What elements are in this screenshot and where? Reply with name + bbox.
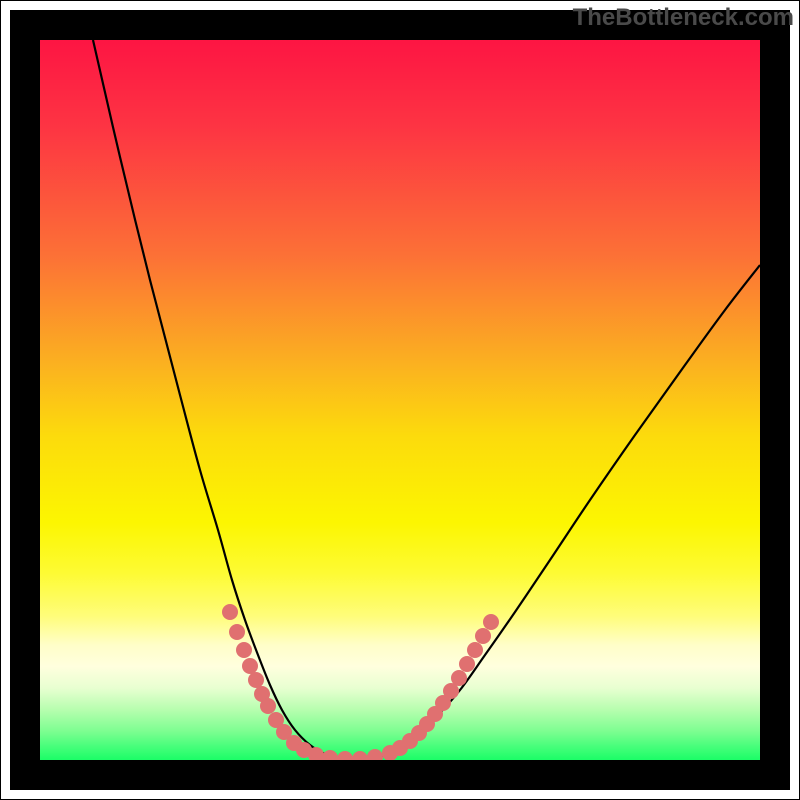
chart-root: TheBottleneck.com bbox=[0, 0, 800, 800]
dot-left bbox=[242, 658, 258, 674]
dot-right bbox=[483, 614, 499, 630]
chart-svg bbox=[0, 0, 800, 800]
dot-right bbox=[451, 670, 467, 686]
dot-left bbox=[236, 642, 252, 658]
watermark-text: TheBottleneck.com bbox=[573, 4, 794, 32]
plot-area bbox=[40, 40, 760, 760]
dot-left bbox=[260, 698, 276, 714]
dot-left bbox=[222, 604, 238, 620]
dot-right bbox=[459, 656, 475, 672]
dot-left bbox=[229, 624, 245, 640]
dot-right bbox=[475, 628, 491, 644]
dot-right bbox=[467, 642, 483, 658]
dot-left bbox=[248, 672, 264, 688]
